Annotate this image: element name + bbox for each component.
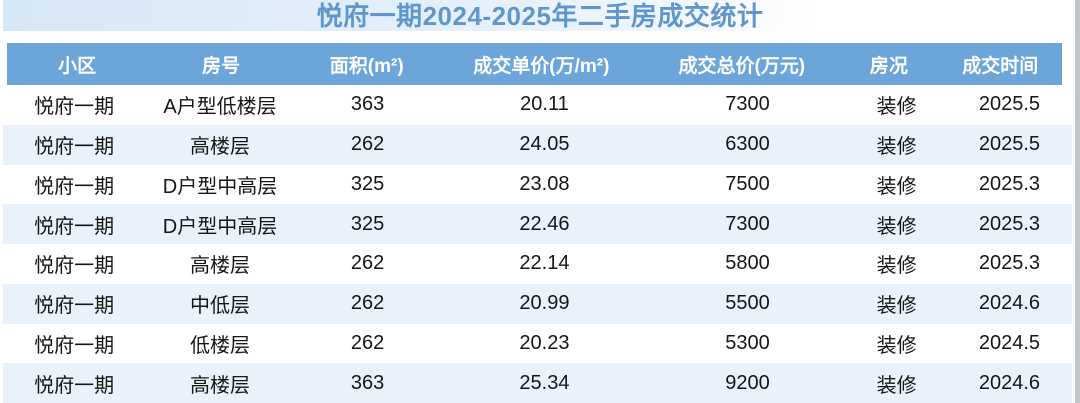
- table-cell: 5300: [725, 331, 770, 354]
- table-cell: D户型中高层: [162, 175, 278, 198]
- column-header: 成交总价(万元): [678, 55, 806, 77]
- table-cell: 20.99: [519, 292, 570, 315]
- table-cell: 装修: [876, 255, 917, 278]
- table-cell: D户型中高层: [162, 215, 278, 238]
- table-cell: 23.08: [519, 172, 570, 195]
- table-cell: 24.05: [519, 133, 570, 156]
- table-cell: 高楼层: [190, 374, 250, 397]
- table-row: 悦府一期 高楼层 262 24.05 6300 装修 2025.5: [3, 124, 1072, 165]
- table-cell: 325: [350, 212, 385, 235]
- table-cell: 2025.5: [978, 93, 1040, 116]
- table-cell: 22.14: [519, 252, 570, 275]
- table-body: 悦府一期 A户型低楼层 363 20.11 7300 装修 2025.5 悦府一期 高楼层 262…: [3, 85, 1072, 403]
- column-header: 成交单价(万/m²): [473, 55, 610, 77]
- table-row: 悦府一期 D户型中高层 325 22.46 7300 装修 2025.3: [3, 204, 1072, 244]
- table-cell: 262: [350, 292, 385, 315]
- table-cell: 5800: [725, 252, 770, 275]
- table-cell: 7300: [725, 93, 770, 116]
- table-cell: 悦府一期: [34, 136, 115, 159]
- table-cell: 7300: [725, 212, 770, 235]
- table-cell: 9200: [725, 371, 770, 394]
- table-cell: 2024.6: [978, 292, 1040, 315]
- table-cell: 20.23: [519, 331, 570, 354]
- table-cell: 262: [350, 331, 385, 354]
- table-row: 悦府一期 中低层 262 20.99 5500 装修 2024.6: [3, 283, 1072, 324]
- table-cell: 7500: [725, 172, 770, 195]
- table-cell: 25.34: [519, 371, 570, 394]
- table-cell: 2025.5: [978, 133, 1040, 156]
- table-cell: 363: [350, 371, 385, 394]
- table-cell: 22.46: [519, 212, 570, 235]
- table-row: 悦府一期 D户型中高层 325 23.08 7500 装修 2025.3: [3, 164, 1072, 205]
- table-cell: 中低层: [190, 295, 250, 318]
- table-cell: 装修: [876, 374, 917, 397]
- table-cell: 5500: [725, 292, 770, 315]
- table-cell: 装修: [876, 215, 917, 238]
- table-cell: 325: [350, 172, 385, 195]
- table-cell: 装修: [876, 295, 917, 318]
- table-cell: 装修: [876, 334, 917, 357]
- table-cell: 悦府一期: [34, 215, 115, 238]
- table-cell: 2025.3: [978, 212, 1040, 235]
- table-cell: 20.11: [520, 93, 569, 116]
- table-cell: 装修: [876, 136, 917, 159]
- table-cell: 装修: [876, 175, 917, 198]
- column-header: 房号: [202, 55, 241, 77]
- table-cell: 装修: [876, 96, 917, 119]
- title-band: [3, 0, 833, 31]
- table-row: 悦府一期 低楼层 262 20.23 5300 装修 2024.5: [3, 323, 1072, 364]
- table-cell: 262: [350, 133, 385, 156]
- table-row: 悦府一期 高楼层 262 22.14 5800 装修 2025.3: [3, 244, 1072, 284]
- table-cell: 悦府一期: [34, 96, 115, 119]
- header-row: 小区 房号 面积(m²) 成交单价(万/m²) 成交总价(万元) 房况 成交时间: [7, 43, 1062, 85]
- table-cell: 悦府一期: [34, 334, 115, 357]
- table-cell: 高楼层: [190, 136, 250, 159]
- table-cell: 低楼层: [190, 334, 250, 357]
- table-cell: 6300: [725, 133, 770, 156]
- table-cell: 262: [350, 252, 385, 275]
- column-header: 房况: [869, 55, 908, 77]
- table-cell: 悦府一期: [34, 295, 115, 318]
- table-cell: 悦府一期: [34, 175, 115, 198]
- table-cell: 悦府一期: [34, 255, 115, 278]
- right-edge-strip: [1075, 0, 1080, 403]
- column-header: 面积(m²): [329, 55, 404, 77]
- table-cell: 高楼层: [190, 255, 250, 278]
- table-cell: A户型低楼层: [163, 96, 277, 119]
- table-cell: 悦府一期: [34, 374, 115, 397]
- table-row: 悦府一期 A户型低楼层 363 20.11 7300 装修 2025.5: [3, 85, 1072, 125]
- table-cell: 2024.6: [978, 371, 1040, 394]
- table-cell: 2024.5: [978, 331, 1040, 354]
- table-cell: 2025.3: [978, 172, 1040, 195]
- column-header: 成交时间: [962, 55, 1039, 77]
- table-cell: 363: [350, 93, 385, 116]
- page-title: 悦府一期2024-2025年二手房成交统计: [316, 1, 764, 31]
- table-row: 悦府一期 高楼层 363 25.34 9200 装修 2024.6: [3, 363, 1072, 403]
- column-header: 小区: [58, 55, 97, 77]
- table-cell: 2025.3: [978, 252, 1040, 275]
